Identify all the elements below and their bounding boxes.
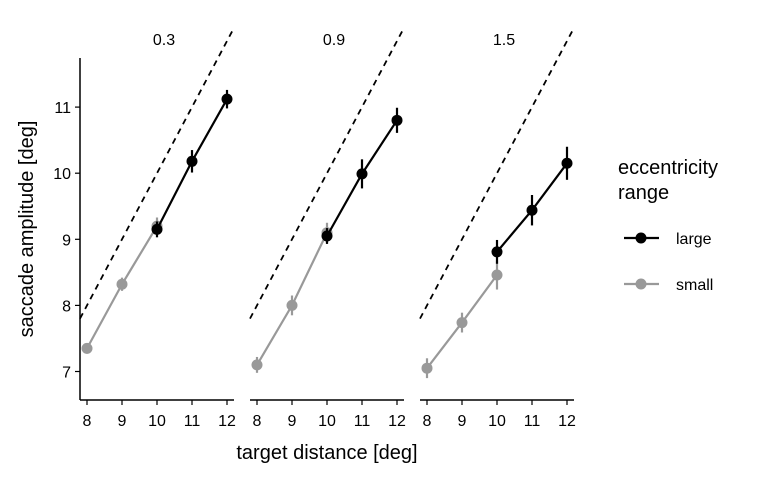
panel-3: 1.5 8 9 10 11 12 bbox=[419, 27, 576, 430]
legend-entry-large: large bbox=[624, 231, 712, 248]
x-axis-title: target distance [deg] bbox=[236, 442, 417, 464]
x-tick-label: 8 bbox=[423, 413, 432, 430]
chart-panels: 0.3 7 8 9 10 11 8 9 10 11 12 0.9 8 9 10 11 12 1.5 8 9 10 11 12 bbox=[53, 27, 576, 430]
x-tick-label: 8 bbox=[83, 413, 92, 430]
data-point-small bbox=[421, 362, 433, 374]
x-tick-label: 9 bbox=[288, 413, 297, 430]
series-small bbox=[251, 222, 333, 373]
panel-title: 1.5 bbox=[493, 32, 515, 49]
legend-key-point bbox=[635, 278, 647, 290]
legend-entry-small: small bbox=[624, 277, 713, 294]
data-point-small bbox=[251, 359, 263, 371]
x-tick-label: 12 bbox=[218, 413, 236, 430]
legend: eccentricity range large small bbox=[618, 157, 718, 294]
y-axis-title: saccade amplitude [deg] bbox=[16, 121, 38, 338]
x-tick-label: 10 bbox=[488, 413, 506, 430]
x-tick-label: 11 bbox=[184, 413, 201, 430]
y-tick-label: 11 bbox=[54, 100, 71, 117]
y-tick-label: 10 bbox=[53, 166, 71, 183]
legend-key-point bbox=[635, 232, 647, 244]
data-point-large bbox=[321, 230, 333, 242]
y-tick-label: 8 bbox=[62, 298, 71, 315]
y-tick-label: 7 bbox=[62, 365, 71, 382]
panel-1: 0.3 7 8 9 10 11 8 9 10 11 12 bbox=[53, 27, 236, 430]
data-point-large bbox=[491, 246, 503, 258]
data-point-large bbox=[391, 114, 403, 126]
data-point-large bbox=[356, 168, 368, 180]
identity-reference-line bbox=[79, 27, 235, 320]
x-tick-label: 8 bbox=[253, 413, 262, 430]
data-point-large bbox=[526, 204, 538, 216]
legend-label: small bbox=[676, 277, 713, 294]
series-small bbox=[421, 260, 503, 379]
y-tick-label: 9 bbox=[62, 232, 71, 249]
data-point-small bbox=[491, 269, 503, 281]
series-large bbox=[491, 146, 573, 264]
data-point-small bbox=[456, 317, 468, 329]
series-large bbox=[321, 107, 403, 244]
data-point-small bbox=[116, 278, 128, 290]
data-point-small bbox=[81, 342, 93, 354]
data-point-small bbox=[286, 299, 298, 311]
legend-title-line-1: eccentricity bbox=[618, 157, 718, 179]
x-tick-label: 10 bbox=[148, 413, 166, 430]
legend-label: large bbox=[676, 231, 712, 248]
x-tick-label: 9 bbox=[118, 413, 127, 430]
x-tick-label: 12 bbox=[388, 413, 406, 430]
data-point-large bbox=[561, 157, 573, 169]
data-point-large bbox=[221, 93, 233, 105]
x-tick-label: 12 bbox=[558, 413, 576, 430]
identity-reference-line bbox=[249, 27, 405, 320]
panel-title: 0.9 bbox=[323, 32, 345, 49]
x-tick-label: 9 bbox=[458, 413, 467, 430]
x-tick-label: 11 bbox=[524, 413, 541, 430]
data-point-large bbox=[186, 155, 198, 167]
x-tick-label: 10 bbox=[318, 413, 336, 430]
data-point-large bbox=[151, 223, 163, 235]
panel-title: 0.3 bbox=[153, 32, 175, 49]
legend-title-line-2: range bbox=[618, 182, 669, 204]
x-tick-label: 11 bbox=[354, 413, 371, 430]
series-large bbox=[151, 89, 233, 238]
panel-2: 0.9 8 9 10 11 12 bbox=[249, 27, 406, 430]
